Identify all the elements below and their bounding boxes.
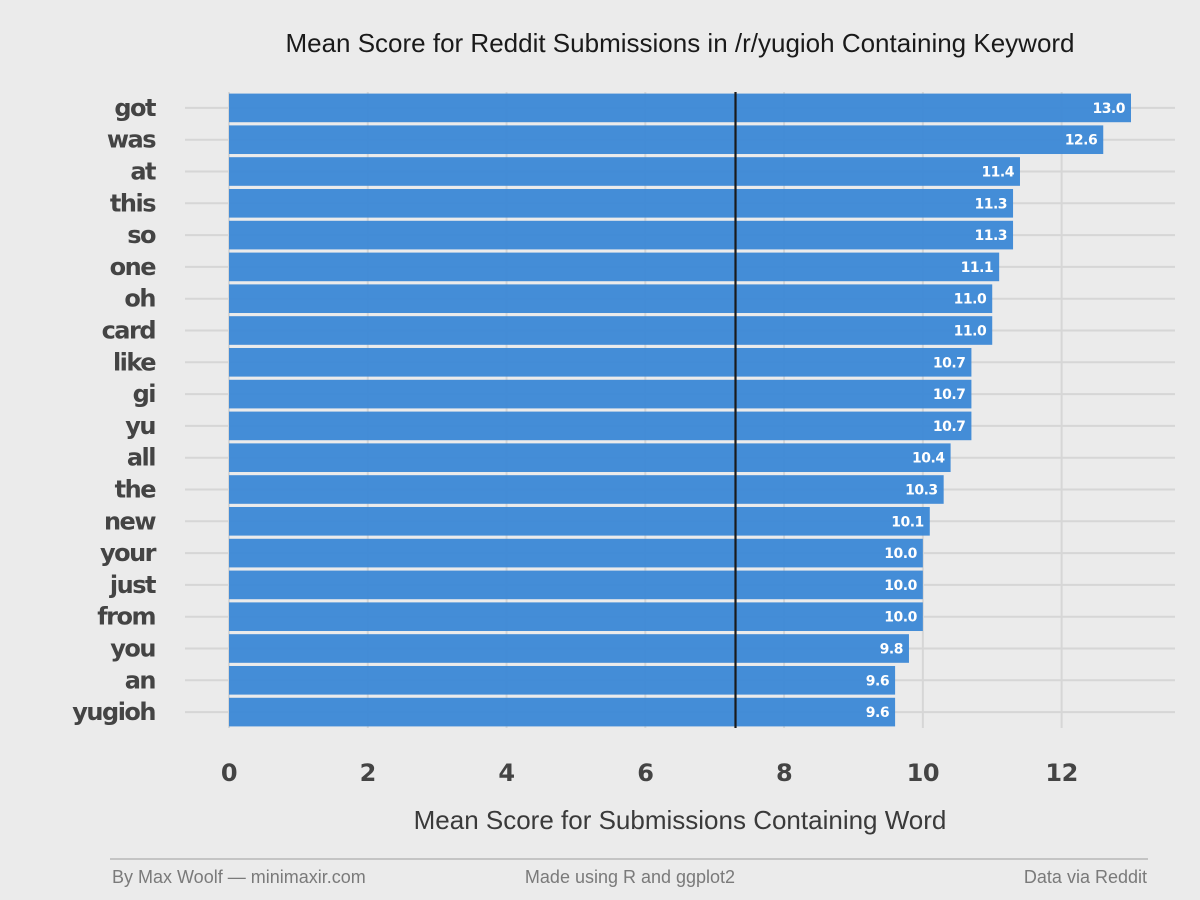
y-tick-label-from: from — [97, 603, 155, 631]
data-label-at: 11.4 — [981, 165, 1014, 181]
y-tick-layer: got was at this so one oh card like gi yu all the new… — [72, 94, 158, 726]
x-tick-label-12: 12 — [1045, 759, 1077, 787]
y-tick-label-just: just — [109, 571, 156, 599]
data-label-one: 11.1 — [961, 260, 994, 276]
bar-you — [229, 634, 909, 663]
y-tick-label-oh: oh — [124, 285, 155, 313]
bar-this — [229, 188, 1014, 218]
data-label-new: 10.1 — [891, 514, 924, 530]
data-label-the: 10.3 — [905, 483, 938, 499]
x-tick-label-4: 4 — [498, 759, 514, 787]
footer-tooling: Made using R and ggplot2 — [525, 867, 735, 887]
bar-at — [229, 157, 1020, 186]
bar-was — [229, 125, 1104, 155]
x-tick-label-10: 10 — [907, 759, 939, 787]
data-label-gi: 10.7 — [933, 387, 966, 403]
bar-so — [229, 220, 1014, 250]
y-tick-label-at: at — [130, 158, 156, 186]
data-label-oh: 11.0 — [954, 292, 987, 308]
data-label-you: 9.8 — [880, 642, 903, 658]
data-label-like: 10.7 — [933, 355, 966, 371]
data-label-was: 12.6 — [1065, 133, 1098, 149]
y-tick-label-you: you — [110, 635, 155, 663]
y-tick-label-the: the — [115, 476, 157, 504]
data-label-yugioh: 9.6 — [866, 705, 889, 721]
footer-source: Data via Reddit — [1024, 867, 1147, 887]
bar-layer — [229, 93, 1131, 727]
y-tick-label-gi: gi — [133, 380, 156, 408]
y-tick-label-got: got — [114, 94, 156, 122]
y-tick-label-yugioh: yugioh — [72, 698, 155, 726]
y-tick-label-was: was — [107, 126, 156, 154]
data-label-this: 11.3 — [974, 196, 1007, 212]
y-tick-label-new: new — [104, 507, 156, 535]
data-label-just: 10.0 — [884, 578, 917, 594]
bar-oh — [229, 284, 993, 314]
bar-like — [229, 347, 972, 377]
grid-layer — [185, 92, 1175, 728]
bar-yu — [229, 411, 972, 441]
x-tick-label-0: 0 — [221, 759, 237, 787]
data-label-your: 10.0 — [884, 546, 917, 562]
bar-new — [229, 506, 930, 536]
bar-gi — [229, 379, 972, 409]
y-tick-label-so: so — [127, 221, 156, 249]
bar-one — [229, 252, 1000, 282]
data-label-all: 10.4 — [912, 451, 945, 467]
data-label-yu: 10.7 — [933, 419, 966, 435]
x-tick-label-8: 8 — [776, 759, 792, 787]
x-axis-label: Mean Score for Submissions Containing Wo… — [414, 805, 947, 835]
y-tick-label-an: an — [125, 666, 156, 694]
data-label-so: 11.3 — [974, 228, 1007, 244]
bar-yugioh — [229, 697, 896, 727]
y-tick-label-one: one — [110, 253, 157, 281]
footer-credit: By Max Woolf — minimaxir.com — [112, 867, 366, 887]
x-tick-layer: 0 2 4 6 8 10 12 — [221, 759, 1078, 787]
data-label-got: 13.0 — [1092, 101, 1125, 117]
bar-all — [229, 443, 951, 473]
data-label-layer: 13.0 12.6 11.4 11.3 11.3 11.1 11.0 11.0 10.7 10.7… — [866, 101, 1126, 721]
y-tick-label-yu: yu — [125, 412, 155, 440]
bar-the — [229, 475, 944, 504]
bar-just — [229, 570, 923, 600]
y-tick-label-this: this — [110, 189, 156, 217]
data-label-an: 9.6 — [866, 673, 889, 689]
y-tick-label-like: like — [113, 348, 156, 376]
y-tick-label-all: all — [127, 444, 155, 472]
bar-from — [229, 602, 923, 632]
bar-your — [229, 538, 923, 568]
data-label-card: 11.0 — [954, 324, 987, 340]
y-tick-label-your: your — [100, 539, 157, 567]
bar-an — [229, 665, 896, 695]
bar-card — [229, 316, 993, 345]
bar-got — [229, 93, 1131, 123]
chart-title: Mean Score for Reddit Submissions in /r/… — [285, 28, 1074, 58]
data-label-from: 10.0 — [884, 610, 917, 626]
y-tick-label-card: card — [102, 317, 156, 345]
x-tick-label-6: 6 — [637, 759, 653, 787]
x-tick-label-2: 2 — [360, 759, 376, 787]
